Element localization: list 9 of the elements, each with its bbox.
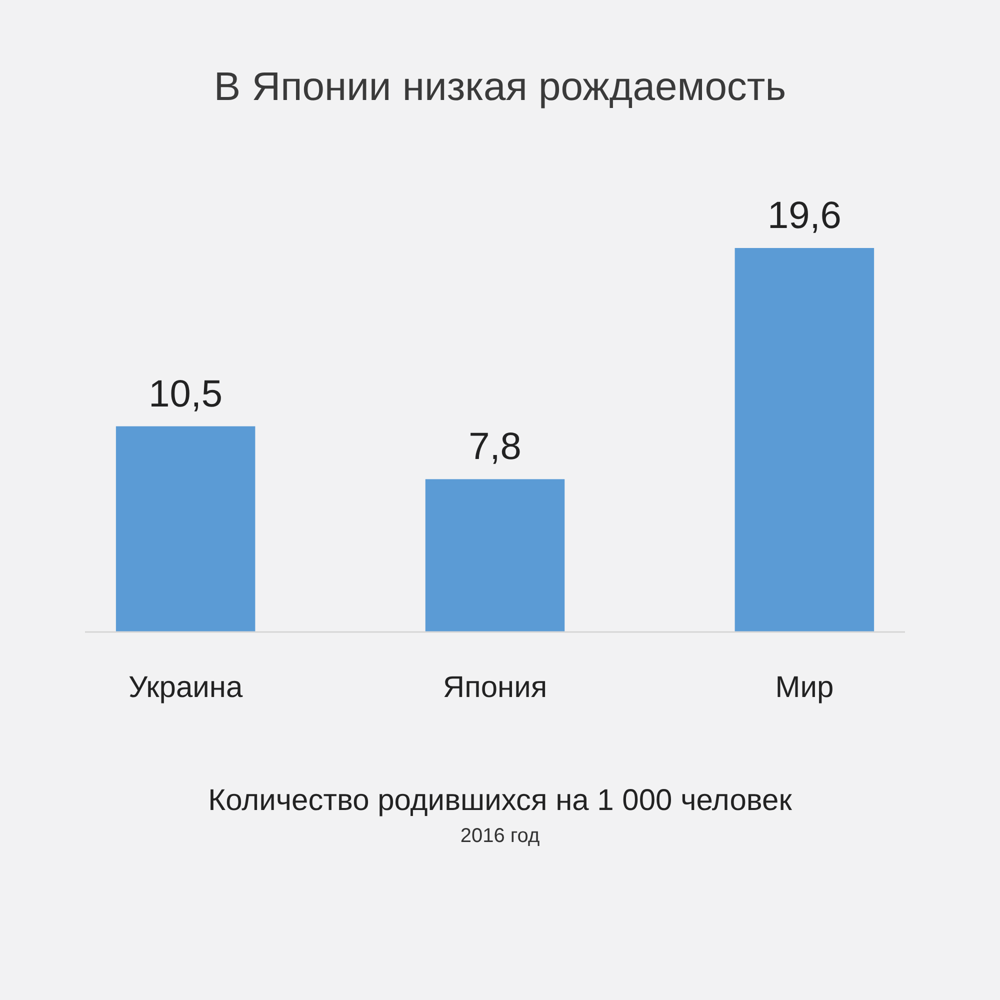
text: 2016 год [460,825,540,847]
x-axis-title: Количество родившихся на 1 000 человек [208,784,793,817]
x-tick-label: Мир [775,671,834,704]
x-tick-label: Япония [442,671,548,704]
data-label: 19,6 [767,195,842,237]
chart-title: В Японии низкая рождаемость [214,65,786,109]
data-label: 7,8 [468,426,522,468]
x-tick-label: Украина [128,671,243,704]
data-label: 10,5 [148,373,223,416]
